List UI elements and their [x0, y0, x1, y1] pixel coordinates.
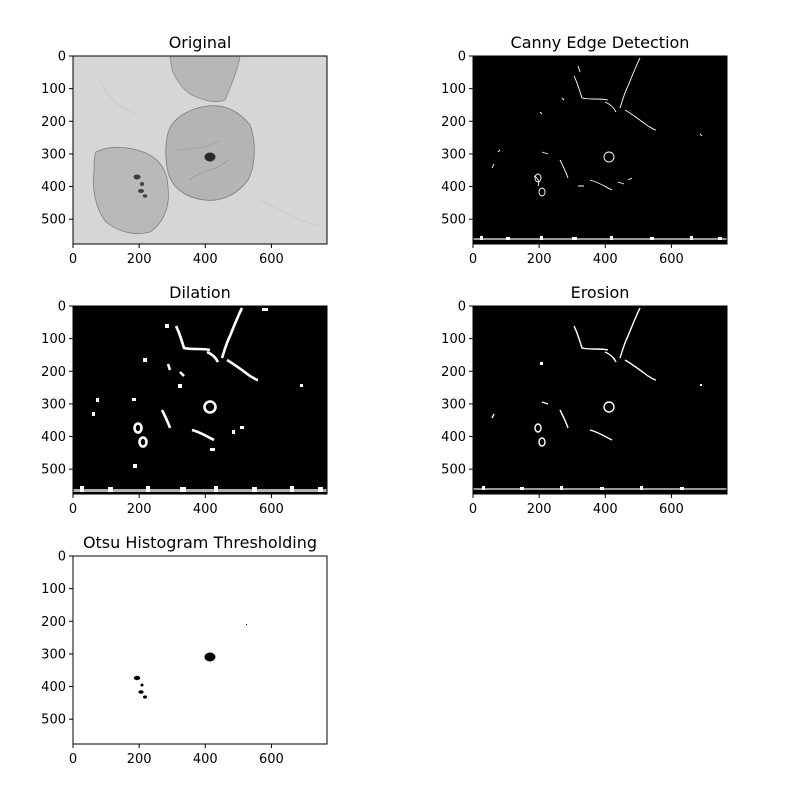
axes-original: 0 200 400 600 0 100 200 300 400 500 — [41, 50, 328, 267]
x-tick-label: 200 — [527, 252, 552, 267]
x-tick-label: 0 — [69, 252, 77, 267]
y-tick-label: 200 — [41, 115, 66, 130]
y-tick-label: 400 — [41, 180, 66, 195]
x-tick-label: 200 — [127, 752, 152, 767]
y-tick-label: 500 — [41, 463, 66, 478]
y-tick-label: 100 — [41, 582, 66, 597]
x-tick-label: 400 — [193, 252, 218, 267]
panel-title: Dilation — [169, 283, 231, 302]
x-tick-label: 200 — [527, 502, 552, 517]
y-tick-label: 300 — [41, 647, 66, 662]
x-tick-label: 600 — [259, 252, 284, 267]
x-tick-label: 0 — [69, 502, 77, 517]
axes-dilation: 0 200 400 600 0 100 200 300 400 500 — [41, 300, 328, 517]
x-tick-label: 600 — [659, 252, 684, 267]
y-tick-label: 100 — [41, 82, 66, 97]
y-tick-label: 300 — [41, 397, 66, 412]
panel-title: Erosion — [571, 283, 630, 302]
x-tick-label: 600 — [259, 752, 284, 767]
x-tick-label: 0 — [69, 752, 77, 767]
axes-erosion: 0 200 400 600 0 100 200 300 400 500 — [441, 300, 728, 517]
y-tick-label: 200 — [41, 365, 66, 380]
y-tick-label: 300 — [41, 147, 66, 162]
y-tick-label: 500 — [41, 213, 66, 228]
y-tick-label: 200 — [441, 115, 466, 130]
panel-title: Original — [169, 33, 232, 52]
axes-frame — [72, 305, 328, 495]
x-tick-label: 600 — [659, 502, 684, 517]
otsu-image — [73, 556, 327, 744]
y-tick-label: 300 — [441, 147, 466, 162]
axes-frame — [472, 55, 728, 245]
canny-image — [473, 56, 727, 244]
y-tick-label: 400 — [41, 430, 66, 445]
x-tick-label: 400 — [593, 502, 618, 517]
panel-title: Otsu Histogram Thresholding — [83, 533, 317, 552]
x-tick-label: 400 — [593, 252, 618, 267]
y-tick-label: 0 — [58, 50, 66, 65]
y-tick-label: 0 — [458, 50, 466, 65]
panel-otsu: Otsu Histogram Thresholding — [73, 533, 327, 744]
y-tick-label: 100 — [41, 332, 66, 347]
y-tick-label: 0 — [58, 550, 66, 565]
panel-erosion: Erosion — [473, 283, 727, 494]
axes-frame — [72, 55, 328, 245]
panel-dilation: Dilation — [73, 283, 327, 494]
y-tick-label: 200 — [441, 365, 466, 380]
panel-canny: Canny Edge Detection — [473, 33, 727, 244]
axes-frame — [472, 305, 728, 495]
x-tick-label: 400 — [193, 752, 218, 767]
original-image — [73, 56, 327, 244]
y-tick-label: 500 — [441, 463, 466, 478]
y-tick-label: 500 — [441, 213, 466, 228]
x-tick-label: 200 — [127, 502, 152, 517]
y-tick-label: 500 — [41, 713, 66, 728]
x-tick-label: 600 — [259, 502, 284, 517]
y-tick-label: 300 — [441, 397, 466, 412]
y-tick-label: 100 — [441, 82, 466, 97]
panel-title: Canny Edge Detection — [511, 33, 690, 52]
panel-original: Original — [73, 33, 327, 244]
erosion-image — [473, 306, 727, 494]
y-tick-label: 400 — [441, 180, 466, 195]
y-tick-label: 100 — [441, 332, 466, 347]
y-tick-label: 400 — [441, 430, 466, 445]
x-tick-label: 400 — [193, 502, 218, 517]
axes-otsu: 0 200 400 600 0 100 200 300 400 500 — [41, 550, 328, 767]
dilation-image — [73, 306, 327, 494]
y-tick-label: 0 — [58, 300, 66, 315]
x-tick-label: 0 — [469, 502, 477, 517]
axes-frame — [72, 555, 328, 745]
y-tick-label: 200 — [41, 615, 66, 630]
x-tick-label: 0 — [469, 252, 477, 267]
x-tick-label: 200 — [127, 252, 152, 267]
axes-canny: 0 200 400 600 0 100 200 300 400 500 — [441, 50, 728, 267]
y-tick-label: 400 — [41, 680, 66, 695]
y-tick-label: 0 — [458, 300, 466, 315]
axes-layer: 0 200 400 600 0 100 200 300 400 500 0 200 400 600 0 100… — [41, 50, 728, 767]
